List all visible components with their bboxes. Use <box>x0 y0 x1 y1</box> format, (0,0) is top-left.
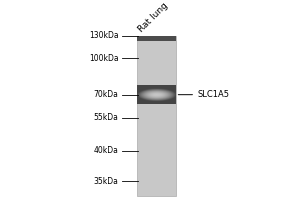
Text: Rat lung: Rat lung <box>136 1 170 34</box>
Text: SLC1A5: SLC1A5 <box>178 90 230 99</box>
Text: 40kDa: 40kDa <box>94 146 118 155</box>
Text: 100kDa: 100kDa <box>89 54 118 63</box>
Text: 130kDa: 130kDa <box>89 31 118 40</box>
Text: 55kDa: 55kDa <box>94 113 118 122</box>
Text: 35kDa: 35kDa <box>94 177 118 186</box>
FancyBboxPatch shape <box>136 36 176 196</box>
Text: 70kDa: 70kDa <box>94 90 118 99</box>
